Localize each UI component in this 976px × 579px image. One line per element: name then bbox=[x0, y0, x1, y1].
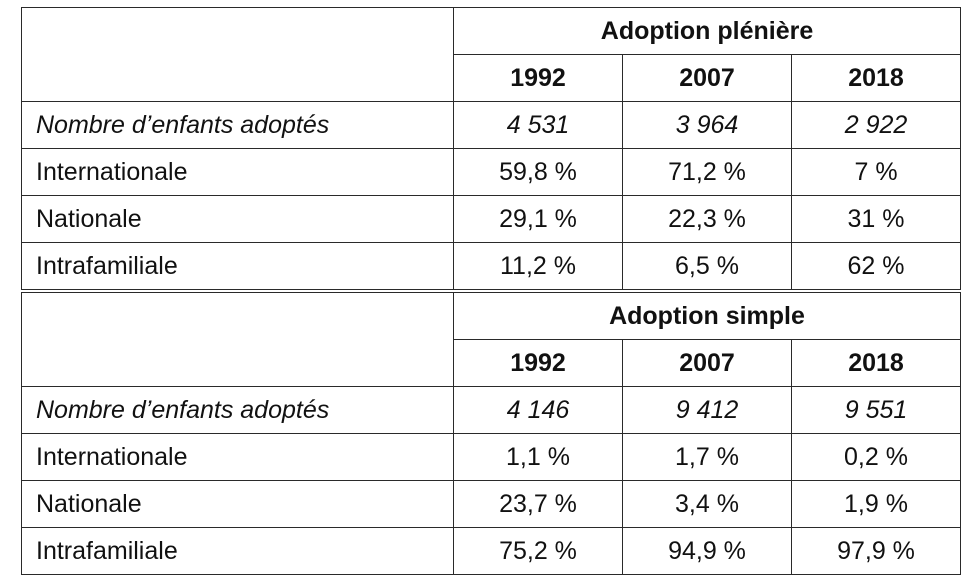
cell-value: 7 % bbox=[790, 148, 962, 196]
cell-value: 1,7 % bbox=[622, 433, 792, 481]
cell-value: 62 % bbox=[790, 242, 962, 290]
row-label: Nationale bbox=[21, 480, 454, 528]
year-header-row: 1992 2007 2018 bbox=[22, 54, 962, 102]
table-row: Nationale 23,7 % 3,4 % 1,9 % bbox=[21, 480, 961, 528]
row-label: Intrafamiliale bbox=[21, 242, 454, 290]
section-title: Adoption simple bbox=[453, 292, 961, 340]
cell-value: 22,3 % bbox=[622, 195, 792, 243]
cell-value: 23,7 % bbox=[453, 480, 623, 528]
empty-corner-cell bbox=[21, 7, 454, 102]
cell-value: 97,9 % bbox=[791, 527, 961, 575]
year-header: 2007 bbox=[622, 54, 792, 102]
cell-value: 31 % bbox=[790, 195, 962, 243]
cell-value: 9 551 bbox=[791, 386, 961, 434]
table-header-row: Adoption plénière bbox=[21, 7, 962, 102]
cell-value: 1,9 % bbox=[791, 480, 961, 528]
year-header: 2018 bbox=[791, 339, 961, 387]
row-label: Internationale bbox=[21, 433, 454, 481]
row-label: Internationale bbox=[21, 148, 454, 196]
table-row: Nombre d’enfants adoptés 4 146 9 412 9 5… bbox=[21, 386, 961, 434]
table-row: Internationale 59,8 % 71,2 % 7 % bbox=[21, 148, 962, 196]
cell-value: 9 412 bbox=[622, 386, 792, 434]
cell-value: 4 146 bbox=[453, 386, 623, 434]
row-label: Nombre d’enfants adoptés bbox=[21, 101, 454, 149]
cell-value: 11,2 % bbox=[453, 242, 623, 290]
cell-value: 3,4 % bbox=[622, 480, 792, 528]
cell-value: 94,9 % bbox=[622, 527, 792, 575]
row-label: Nationale bbox=[21, 195, 454, 243]
table-row: Intrafamiliale 11,2 % 6,5 % 62 % bbox=[21, 242, 962, 290]
table-header-row: Adoption simple bbox=[21, 292, 961, 387]
year-header: 1992 bbox=[453, 339, 623, 387]
cell-value: 0,2 % bbox=[791, 433, 961, 481]
empty-corner-cell bbox=[21, 292, 454, 387]
adoption-pleniere-table: Adoption plénière 1992 2007 2018 Nombre … bbox=[21, 7, 962, 290]
table-row: Internationale 1,1 % 1,7 % 0,2 % bbox=[21, 433, 961, 481]
adoption-simple-table: Adoption simple 1992 2007 2018 Nombre d’… bbox=[21, 292, 961, 575]
cell-value: 71,2 % bbox=[622, 148, 792, 196]
row-label: Intrafamiliale bbox=[21, 527, 454, 575]
cell-value: 1,1 % bbox=[453, 433, 623, 481]
cell-value: 29,1 % bbox=[453, 195, 623, 243]
table-row: Nationale 29,1 % 22,3 % 31 % bbox=[21, 195, 962, 243]
year-header: 2018 bbox=[790, 54, 962, 102]
cell-value: 3 964 bbox=[622, 101, 792, 149]
year-header: 1992 bbox=[453, 54, 623, 102]
table-row: Nombre d’enfants adoptés 4 531 3 964 2 9… bbox=[21, 101, 962, 149]
cell-value: 59,8 % bbox=[453, 148, 623, 196]
table-row: Intrafamiliale 75,2 % 94,9 % 97,9 % bbox=[21, 527, 961, 575]
section-title: Adoption plénière bbox=[452, 7, 962, 55]
cell-value: 75,2 % bbox=[453, 527, 623, 575]
cell-value: 4 531 bbox=[453, 101, 623, 149]
cell-value: 2 922 bbox=[790, 101, 962, 149]
cell-value: 6,5 % bbox=[622, 242, 792, 290]
year-header: 2007 bbox=[622, 339, 792, 387]
row-label: Nombre d’enfants adoptés bbox=[21, 386, 454, 434]
